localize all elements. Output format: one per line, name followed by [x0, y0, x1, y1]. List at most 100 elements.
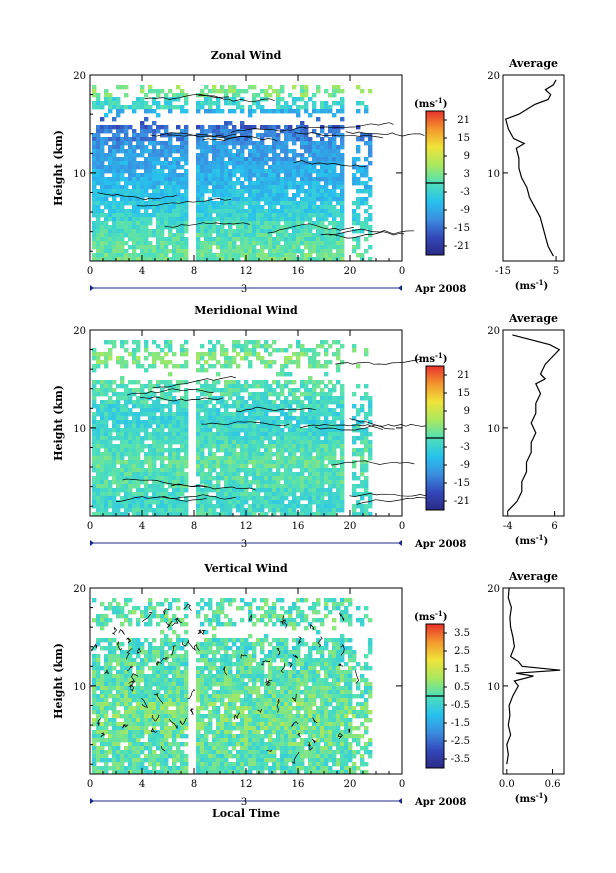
heatmap-cell — [284, 380, 289, 385]
heatmap-cell — [100, 408, 105, 413]
heatmap-cell — [308, 452, 313, 457]
heatmap-cell — [228, 153, 233, 158]
heatmap-cell — [196, 500, 201, 505]
heatmap-cell — [120, 408, 125, 413]
heatmap-cell — [296, 364, 301, 369]
heatmap-cell — [180, 472, 185, 477]
heatmap-cell — [144, 129, 149, 134]
heatmap-cell — [312, 352, 317, 357]
heatmap-cell — [296, 488, 301, 493]
heatmap-cell — [116, 241, 121, 246]
heatmap-cell — [160, 428, 165, 433]
heatmap-cell — [124, 233, 129, 238]
heatmap-cell — [160, 424, 165, 429]
heatmap-cell — [100, 229, 105, 234]
heatmap-cell — [212, 161, 217, 166]
heatmap-cell — [132, 436, 137, 441]
heatmap-cell — [180, 241, 185, 246]
heatmap-cell — [320, 424, 325, 429]
heatmap-cell — [100, 141, 105, 146]
heatmap-cell — [112, 512, 117, 517]
heatmap-cell — [248, 444, 253, 449]
heatmap-cell — [184, 472, 189, 477]
heatmap-cell — [96, 654, 101, 659]
heatmap-cell — [212, 424, 217, 429]
heatmap-cell — [100, 105, 105, 110]
heatmap-cell — [156, 185, 161, 190]
heatmap-cell — [280, 213, 285, 218]
heatmap-cell — [332, 233, 337, 238]
heatmap-cell — [100, 253, 105, 258]
heatmap-cell — [336, 356, 341, 361]
heatmap-cell — [256, 452, 261, 457]
heatmap-cell — [320, 149, 325, 154]
heatmap-cell — [196, 440, 201, 445]
heatmap-cell — [144, 384, 149, 389]
heatmap-cell — [312, 444, 317, 449]
heatmap-cell — [120, 500, 125, 505]
heatmap-cell — [128, 746, 133, 751]
heatmap-cell — [248, 141, 253, 146]
heatmap-cell — [356, 384, 361, 389]
heatmap-cell — [264, 169, 269, 174]
heatmap-cell — [108, 750, 113, 755]
heatmap-cell — [96, 205, 101, 210]
heatmap-cell — [148, 384, 153, 389]
heatmap-cell — [244, 468, 249, 473]
heatmap-cell — [180, 444, 185, 449]
heatmap-cell — [300, 464, 305, 469]
heatmap-cell — [124, 420, 129, 425]
heatmap-cell — [152, 149, 157, 154]
profile-x-tick-label: 5 — [553, 266, 559, 277]
heatmap-cell — [96, 392, 101, 397]
heatmap-cell — [248, 165, 253, 170]
heatmap-cell — [292, 452, 297, 457]
heatmap-cell — [288, 173, 293, 178]
heatmap-cell — [136, 137, 141, 142]
heatmap-cell — [296, 173, 301, 178]
heatmap-cell — [332, 209, 337, 214]
heatmap-cell — [284, 360, 289, 365]
heatmap-cell — [284, 472, 289, 477]
heatmap-cell — [144, 125, 149, 130]
heatmap-cell — [180, 137, 185, 142]
heatmap-cell — [220, 400, 225, 405]
heatmap-cell — [364, 484, 369, 489]
heatmap-cell — [256, 440, 261, 445]
heatmap-cell — [268, 85, 273, 90]
heatmap-cell — [232, 356, 237, 361]
heatmap-cell — [248, 201, 253, 206]
heatmap-cell — [304, 201, 309, 206]
heatmap-cell — [300, 416, 305, 421]
heatmap-cell — [128, 492, 133, 497]
heatmap-cell — [172, 233, 177, 238]
heatmap-cell — [288, 392, 293, 397]
heatmap-cell — [196, 101, 201, 106]
heatmap-cell — [268, 484, 273, 489]
contour-line — [164, 222, 250, 228]
heatmap-cell — [176, 432, 181, 437]
heatmap-cell — [100, 738, 105, 743]
heatmap-cell — [352, 348, 357, 353]
heatmap-cell — [336, 340, 341, 345]
heatmap-cell — [124, 412, 129, 417]
heatmap-cell — [288, 105, 293, 110]
heatmap-cell — [136, 488, 141, 493]
heatmap-cell — [304, 233, 309, 238]
heatmap-cell — [196, 233, 201, 238]
heatmap-cell — [168, 436, 173, 441]
heatmap-cell — [120, 472, 125, 477]
heatmap-cell — [164, 217, 169, 222]
heatmap-cell — [308, 456, 313, 461]
heatmap-cell — [352, 416, 357, 421]
heatmap-cell — [144, 193, 149, 198]
heatmap-cell — [312, 440, 317, 445]
heatmap-cell — [352, 452, 357, 457]
heatmap-cell — [104, 750, 109, 755]
heatmap-cell — [212, 436, 217, 441]
heatmap-cell — [232, 436, 237, 441]
heatmap-cell — [100, 352, 105, 357]
heatmap-cell — [272, 428, 277, 433]
heatmap-cell — [280, 484, 285, 489]
heatmap-cell — [204, 241, 209, 246]
